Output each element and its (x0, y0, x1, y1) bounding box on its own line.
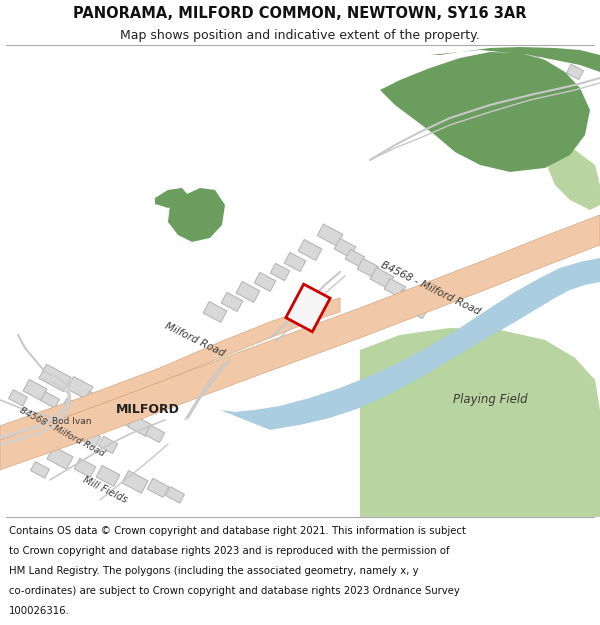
Bar (284, 253, 306, 271)
Bar (286, 284, 330, 332)
Polygon shape (155, 188, 188, 208)
Bar (526, 53, 545, 71)
Polygon shape (0, 298, 340, 440)
Polygon shape (220, 258, 600, 430)
Text: Mill Fields: Mill Fields (81, 475, 129, 505)
Bar (548, 88, 572, 108)
Bar (508, 67, 532, 89)
Bar (567, 414, 593, 436)
Bar (254, 272, 276, 291)
Bar (79, 428, 101, 448)
Polygon shape (0, 215, 600, 470)
Text: Milford Road: Milford Road (163, 321, 227, 359)
Bar (409, 301, 428, 319)
Bar (47, 446, 73, 469)
Text: Map shows position and indicative extent of the property.: Map shows position and indicative extent… (120, 29, 480, 42)
Bar (527, 79, 553, 101)
Text: MILFORD: MILFORD (116, 403, 180, 416)
Bar (357, 258, 379, 278)
Bar (122, 471, 148, 493)
Bar (98, 436, 118, 454)
Text: Bod Ivan: Bod Ivan (52, 418, 92, 426)
Bar (317, 224, 343, 246)
Text: PANORAMA, MILFORD COMMON, NEWTOWN, SY16 3AR: PANORAMA, MILFORD COMMON, NEWTOWN, SY16 … (73, 6, 527, 21)
Bar (166, 487, 184, 503)
Bar (504, 96, 526, 114)
Text: co-ordinates) are subject to Crown copyright and database rights 2023 Ordnance S: co-ordinates) are subject to Crown copyr… (9, 586, 460, 596)
Bar (551, 426, 573, 444)
Polygon shape (168, 188, 225, 242)
Bar (8, 390, 28, 406)
Text: Playing Field: Playing Field (452, 393, 527, 406)
Polygon shape (430, 47, 600, 72)
Bar (545, 449, 565, 466)
Bar (499, 120, 517, 136)
Bar (23, 379, 47, 401)
Bar (566, 64, 584, 80)
Bar (31, 462, 49, 478)
Bar (97, 396, 123, 419)
Text: B4568 - Milford Road: B4568 - Milford Road (379, 259, 481, 316)
Bar (61, 398, 83, 418)
Bar (545, 71, 565, 89)
Bar (221, 292, 243, 311)
Bar (484, 76, 516, 104)
Bar (74, 458, 96, 478)
Bar (41, 392, 59, 408)
Bar (114, 408, 136, 428)
Text: to Crown copyright and database rights 2023 and is reproduced with the permissio: to Crown copyright and database rights 2… (9, 546, 449, 556)
Polygon shape (380, 52, 590, 172)
Bar (334, 238, 356, 258)
Text: 100026316.: 100026316. (9, 606, 70, 616)
Bar (298, 239, 322, 261)
Bar (203, 301, 227, 322)
Polygon shape (360, 328, 600, 517)
Bar (147, 478, 169, 498)
Bar (83, 391, 107, 412)
Bar (145, 425, 164, 442)
Bar (67, 377, 93, 399)
Bar (128, 416, 152, 436)
Bar (236, 281, 260, 302)
Bar (396, 289, 420, 311)
Bar (370, 268, 394, 288)
Polygon shape (548, 145, 600, 210)
Text: HM Land Registry. The polygons (including the associated geometry, namely x, y: HM Land Registry. The polygons (includin… (9, 566, 419, 576)
Bar (96, 466, 120, 486)
Bar (271, 263, 290, 281)
Bar (533, 434, 557, 456)
Bar (384, 278, 406, 298)
Bar (346, 249, 365, 266)
Bar (479, 109, 501, 127)
Text: B4568 - Milford Road: B4568 - Milford Road (18, 406, 106, 458)
Text: Contains OS data © Crown copyright and database right 2021. This information is : Contains OS data © Crown copyright and d… (9, 526, 466, 536)
Bar (39, 364, 71, 391)
